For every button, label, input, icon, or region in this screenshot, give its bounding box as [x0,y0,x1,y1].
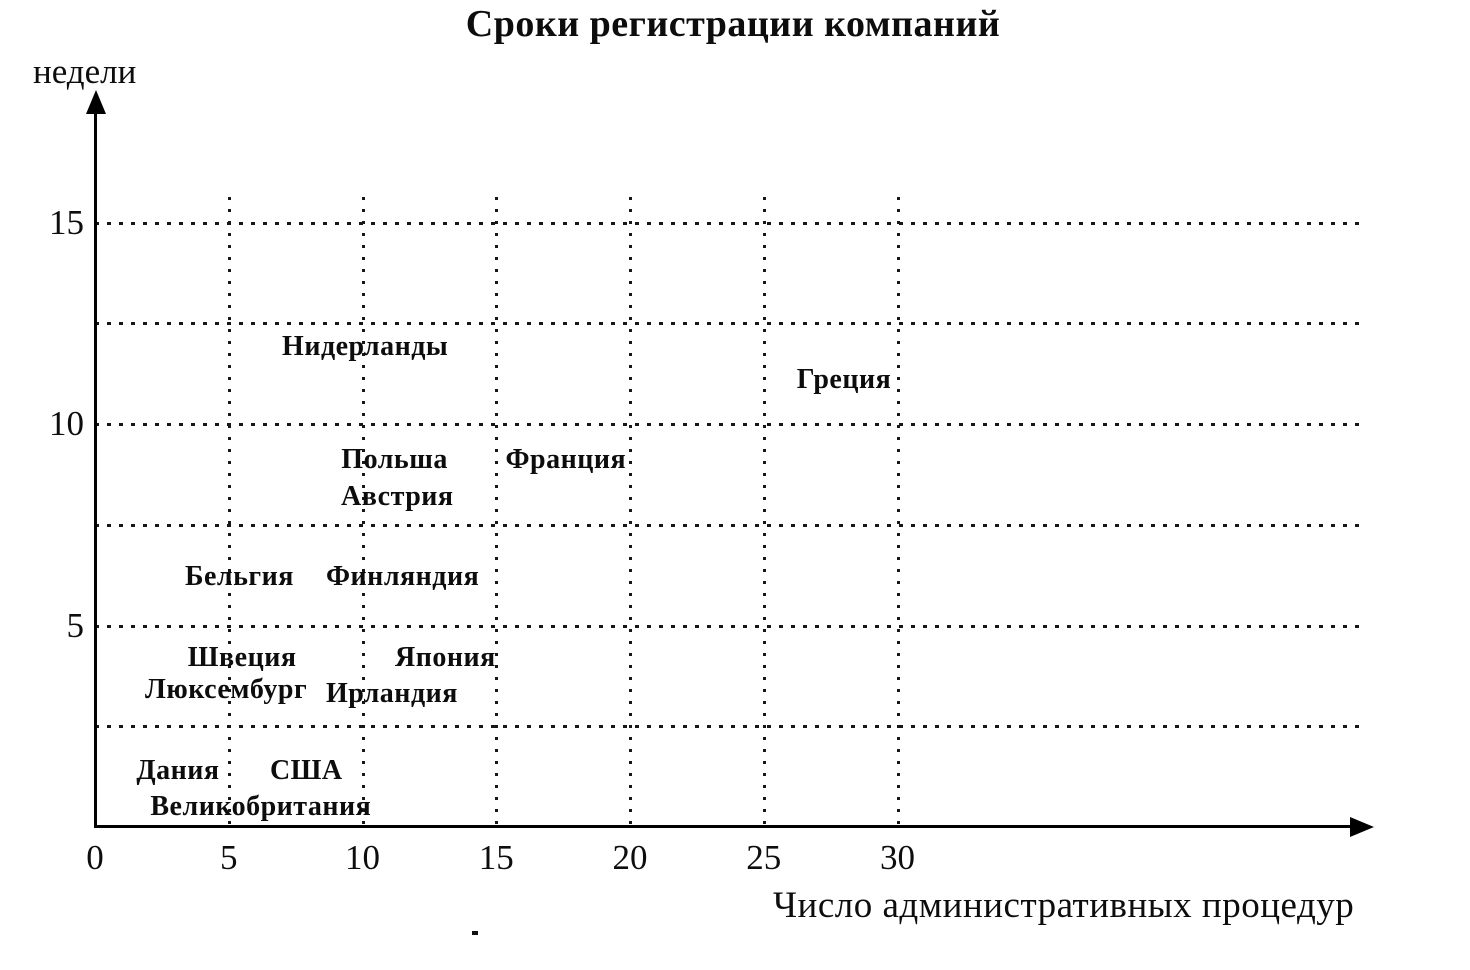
country-label: Дания [136,754,220,786]
x-axis-label: Число административных процедур [773,885,1355,926]
gridline-vertical [629,197,632,827]
gridline-vertical [361,197,365,827]
country-label: Швеция [187,641,297,673]
scan-speck [472,931,478,935]
gridline-horizontal [95,423,1362,426]
gridline-horizontal [95,624,1362,628]
gridline-vertical [495,197,499,827]
country-label: Финляндия [326,561,480,593]
x-tick-label: 10 [345,838,380,877]
gridline-horizontal [95,322,1362,326]
x-tick-label: 25 [746,838,782,877]
country-label: Великобритания [150,790,372,822]
country-label: Польша [341,444,448,476]
y-tick-label: 10 [49,404,84,443]
gridline-horizontal [95,725,1362,729]
country-label: США [269,754,343,786]
chart-title: Сроки регистрации компаний [465,3,1001,45]
gridline-horizontal [95,523,1362,527]
country-label: Австрия [340,480,454,512]
y-axis-line [94,108,97,827]
x-axis-line [94,825,1356,828]
y-axis-arrow-icon [86,90,106,114]
x-axis-arrow-icon [1350,817,1374,837]
country-label: Ирландия [325,678,458,709]
country-label: Люксембург [144,673,308,705]
y-tick-label: 15 [49,202,84,242]
country-label: Франция [505,444,627,476]
country-label: Нидерланды [282,331,449,363]
y-axis-label: недели [33,52,137,91]
gridline-horizontal [95,221,1362,225]
country-label: Греция [796,363,892,395]
gridline-vertical [227,197,231,827]
country-label: Япония [395,641,496,673]
gridline-vertical [896,197,900,827]
x-tick-label: 5 [220,838,238,877]
country-label: Бельгия [184,561,294,593]
x-tick-label: 30 [880,838,915,877]
gridline-vertical [762,197,766,827]
x-tick-label: 15 [478,838,514,877]
x-tick-label: 20 [612,838,648,877]
x-tick-label: 0 [86,838,104,877]
y-tick-label: 5 [66,605,85,645]
